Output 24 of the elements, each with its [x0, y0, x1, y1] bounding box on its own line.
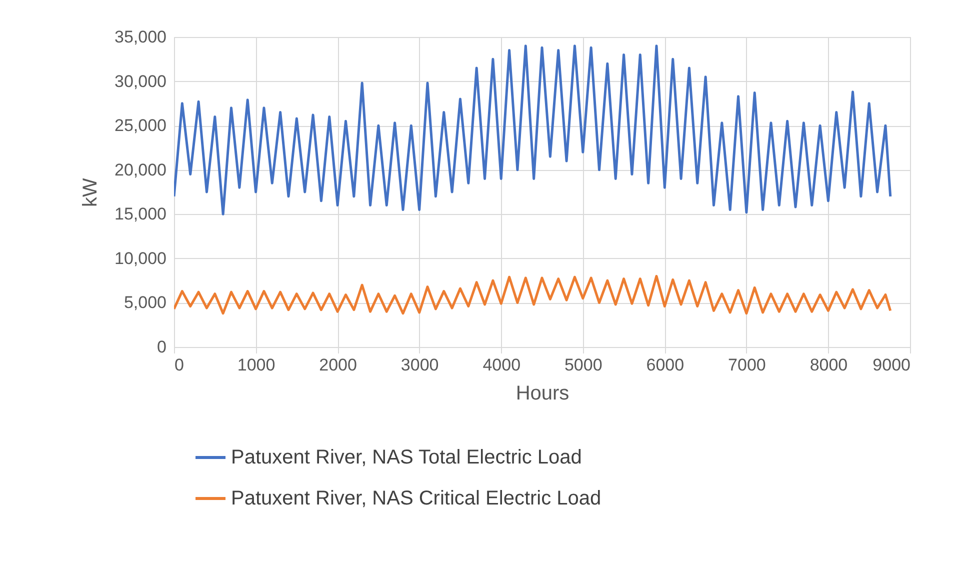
y-tick-label: 20,000 — [114, 160, 166, 180]
x-tick-label: 0 — [174, 356, 184, 374]
y-tick-label: 5,000 — [124, 293, 166, 312]
y-tick-label: 10,000 — [114, 248, 166, 268]
x-tick-label: 1000 — [237, 356, 276, 374]
x-tick-label: 8000 — [810, 356, 848, 374]
x-tick-label: 7000 — [728, 356, 766, 374]
line-series — [174, 274, 892, 315]
legend-label: Patuxent River, NAS Critical Electric Load — [231, 488, 602, 510]
x-tick-label: 4000 — [482, 356, 521, 374]
y-tick-label: 35,000 — [114, 28, 166, 46]
x-tick-label: 5000 — [564, 356, 602, 374]
y-tick-label: 0 — [157, 338, 166, 356]
x-tick-label: 6000 — [646, 356, 684, 374]
x-axis-title: Hours — [516, 382, 570, 404]
y-tick-label: 25,000 — [114, 116, 166, 136]
line-series — [174, 44, 892, 216]
x-tick-label: 2000 — [319, 356, 357, 374]
legend-label: Patuxent River, NAS Total Electric Load — [231, 446, 582, 468]
y-tick-label: 30,000 — [114, 72, 166, 91]
y-axis-title: kW — [80, 178, 102, 207]
x-tick-label: 9000 — [872, 356, 910, 374]
y-tick-label: 15,000 — [114, 204, 166, 224]
x-tick-label: 3000 — [400, 356, 439, 374]
